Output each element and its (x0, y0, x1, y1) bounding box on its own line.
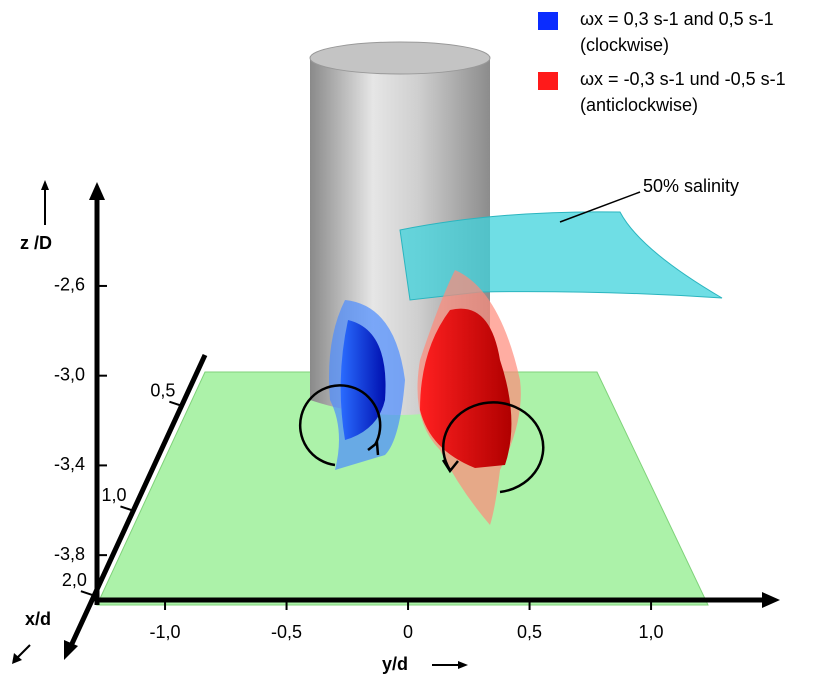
axis-arrow (762, 592, 780, 608)
x-tick (169, 402, 181, 406)
legend-swatch (538, 12, 558, 30)
label-arrow-head (458, 661, 468, 669)
y-axis-label: y/d (382, 654, 408, 674)
z-axis-label: z /D (20, 233, 52, 253)
y-tick-label: 1,0 (639, 622, 664, 642)
legend-label: ωx = 0,3 s-1 and 0,5 s-1 (580, 9, 774, 29)
legend-swatch (538, 72, 558, 90)
x-axis-label: x/d (25, 609, 51, 629)
cylinder-top (310, 42, 490, 74)
z-tick-label: -2,6 (54, 275, 85, 295)
y-tick-label: -0,5 (271, 622, 302, 642)
y-tick-label: 0,5 (517, 622, 542, 642)
y-tick-label: -1,0 (150, 622, 181, 642)
axis-arrow (89, 182, 105, 200)
annotation: 50% salinity (643, 176, 739, 196)
y-tick-label: 0 (403, 622, 413, 642)
legend-note: (clockwise) (580, 35, 669, 55)
x-tick-label: 0,5 (150, 380, 175, 400)
x-tick (120, 506, 132, 510)
x-tick (81, 591, 93, 595)
axis-arrow (64, 640, 78, 660)
z-tick-label: -3,4 (54, 454, 85, 474)
label-arrow-head (41, 180, 49, 190)
legend-label: ωx = -0,3 s-1 und -0,5 s-1 (580, 69, 786, 89)
z-tick-label: -3,0 (54, 364, 85, 384)
z-tick-label: -3,8 (54, 544, 85, 564)
x-tick-label: 1,0 (101, 485, 126, 505)
chart: 50% salinity z /D y/d x/d ωx = 0,3 s-1 a… (0, 0, 839, 681)
x-tick-label: 2,0 (62, 570, 87, 590)
legend-note: (anticlockwise) (580, 95, 698, 115)
